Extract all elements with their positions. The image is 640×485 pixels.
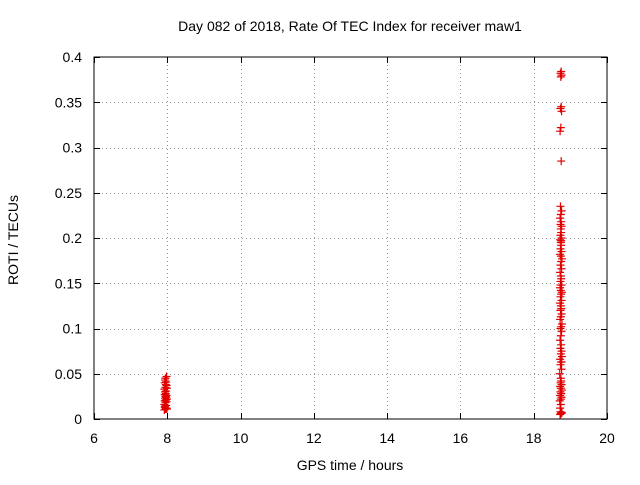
data-points bbox=[160, 67, 566, 419]
data-point bbox=[557, 206, 566, 215]
axis-ticks bbox=[94, 57, 608, 420]
x-tick-label: 18 bbox=[526, 430, 542, 446]
data-point bbox=[556, 69, 565, 78]
data-point bbox=[557, 340, 566, 349]
data-point bbox=[556, 214, 565, 223]
data-point bbox=[556, 336, 565, 345]
x-tick-label: 14 bbox=[379, 430, 395, 446]
data-point bbox=[161, 374, 170, 383]
data-point bbox=[557, 157, 566, 166]
y-tick-label: 0.05 bbox=[55, 366, 82, 382]
y-tick-label: 0.3 bbox=[63, 140, 83, 156]
x-tick-label: 16 bbox=[453, 430, 469, 446]
data-point bbox=[556, 404, 565, 413]
x-tick-label: 6 bbox=[90, 430, 98, 446]
data-point bbox=[556, 252, 565, 261]
data-point bbox=[556, 272, 565, 281]
x-tick-labels: 6 8 10 12 14 16 18 20 bbox=[90, 430, 615, 446]
data-point bbox=[557, 217, 566, 226]
data-point bbox=[557, 67, 566, 76]
y-tick-label: 0.4 bbox=[63, 49, 83, 65]
y-tick-label: 0.25 bbox=[55, 185, 82, 201]
data-point bbox=[557, 409, 566, 418]
data-point bbox=[556, 400, 565, 409]
data-point bbox=[556, 324, 565, 333]
chart-title: Day 082 of 2018, Rate Of TEC Index for r… bbox=[178, 18, 522, 34]
data-point bbox=[556, 210, 565, 219]
data-point bbox=[555, 369, 564, 378]
data-point bbox=[557, 102, 566, 111]
y-tick-label: 0 bbox=[74, 411, 82, 427]
data-point bbox=[556, 261, 565, 270]
data-point bbox=[556, 281, 565, 290]
y-axis-label: ROTI / TECUs bbox=[5, 195, 21, 285]
data-point bbox=[556, 268, 565, 277]
x-axis-label: GPS time / hours bbox=[297, 457, 404, 473]
data-point bbox=[557, 357, 566, 366]
data-point bbox=[556, 331, 565, 340]
data-point bbox=[557, 319, 566, 328]
data-point bbox=[556, 344, 565, 353]
data-point bbox=[557, 288, 566, 297]
data-point bbox=[556, 123, 565, 132]
x-tick-label: 8 bbox=[163, 430, 171, 446]
y-tick-label: 0.1 bbox=[63, 321, 83, 337]
data-point bbox=[557, 408, 566, 417]
x-tick-label: 10 bbox=[233, 430, 249, 446]
y-tick-labels: 0 0.05 0.1 0.15 0.2 0.25 0.3 0.35 0.4 bbox=[55, 49, 82, 427]
data-point bbox=[557, 365, 566, 374]
data-point bbox=[556, 374, 565, 383]
data-point bbox=[162, 372, 171, 381]
grid-lines bbox=[94, 57, 607, 419]
data-point bbox=[556, 202, 565, 211]
data-point bbox=[557, 236, 566, 245]
y-tick-label: 0.2 bbox=[63, 230, 83, 246]
data-point bbox=[556, 104, 565, 113]
y-tick-label: 0.35 bbox=[55, 94, 82, 110]
y-tick-label: 0.15 bbox=[55, 275, 82, 291]
x-tick-label: 12 bbox=[306, 430, 322, 446]
data-point bbox=[557, 264, 566, 273]
x-tick-label: 20 bbox=[599, 430, 615, 446]
data-point bbox=[556, 127, 565, 136]
